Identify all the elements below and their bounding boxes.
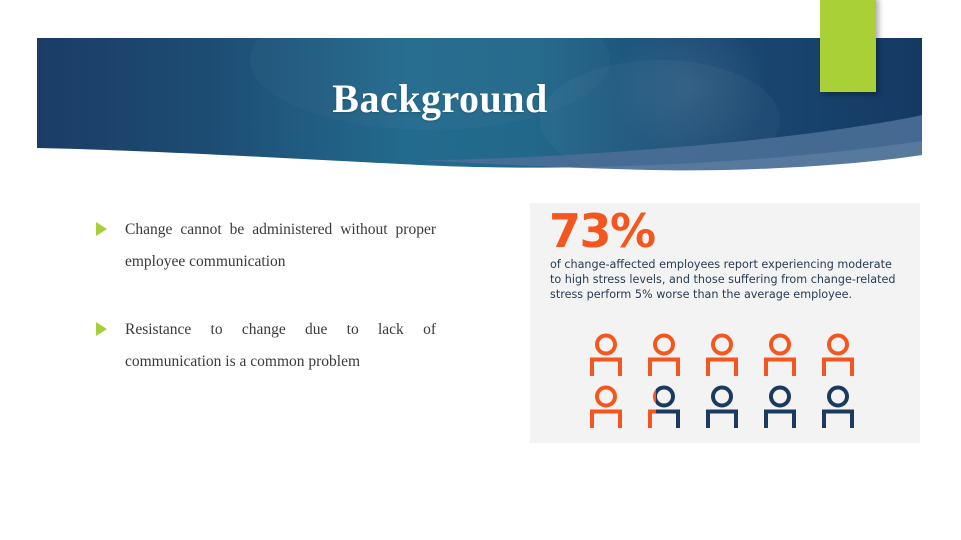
person-icon-6 bbox=[586, 385, 626, 428]
list-item: Change cannot be administered without pr… bbox=[96, 214, 436, 278]
person-icon-4 bbox=[760, 333, 800, 376]
person-icon-8 bbox=[702, 385, 742, 428]
infographic-description: of change-affected employees report expe… bbox=[550, 258, 896, 302]
slide-header-banner: Background bbox=[0, 0, 961, 175]
infographic-panel: 73% of change-affected employees report … bbox=[530, 203, 920, 443]
bullet-text: Resistance to change due to lack of comm… bbox=[125, 321, 436, 370]
green-accent-tab bbox=[820, 0, 876, 92]
triangle-right-icon bbox=[96, 322, 107, 336]
person-glyph bbox=[764, 385, 796, 428]
page-title: Background bbox=[332, 76, 548, 121]
percent-headline: 73% bbox=[549, 204, 656, 258]
person-icon-5 bbox=[818, 333, 858, 376]
person-glyph bbox=[764, 333, 796, 376]
person-icon-2 bbox=[644, 333, 684, 376]
person-glyph bbox=[648, 333, 680, 376]
person-icon-10 bbox=[818, 385, 858, 428]
person-glyph bbox=[822, 333, 854, 376]
person-icon-7 bbox=[644, 385, 684, 428]
person-glyph bbox=[706, 385, 738, 428]
person-glyph bbox=[590, 333, 622, 376]
person-icon-grid bbox=[586, 333, 876, 429]
person-glyph bbox=[590, 385, 622, 428]
person-icon-3 bbox=[702, 333, 742, 376]
bullet-list: Change cannot be administered without pr… bbox=[96, 214, 436, 414]
person-icon-1 bbox=[586, 333, 626, 376]
person-icon-9 bbox=[760, 385, 800, 428]
triangle-right-icon bbox=[96, 222, 107, 236]
person-glyph bbox=[822, 385, 854, 428]
bullet-text: Change cannot be administered without pr… bbox=[125, 221, 436, 270]
banner-graphic bbox=[37, 38, 922, 171]
list-item: Resistance to change due to lack of comm… bbox=[96, 314, 436, 378]
person-glyph bbox=[648, 385, 680, 428]
banner-wave-accent bbox=[420, 115, 922, 171]
person-glyph bbox=[706, 333, 738, 376]
